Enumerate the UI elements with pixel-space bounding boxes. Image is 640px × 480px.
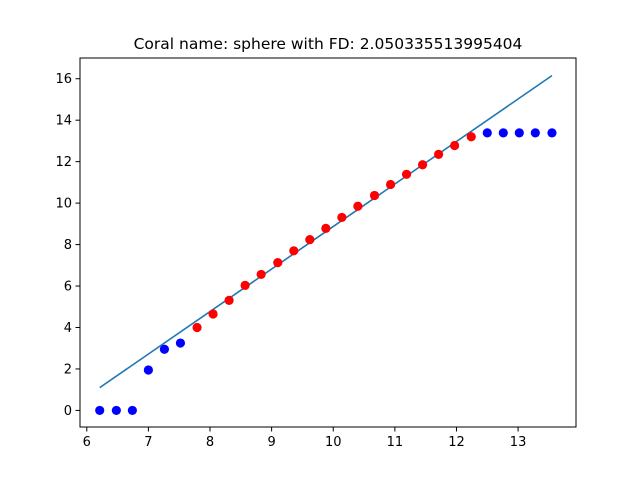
fitted-point <box>417 160 428 170</box>
excluded-point <box>127 405 137 416</box>
fitted-point <box>321 223 331 233</box>
fitted-point <box>289 246 299 256</box>
fitted-point <box>434 149 444 159</box>
x-tick-label: 7 <box>144 435 152 450</box>
excluded-point <box>143 365 153 375</box>
x-tick-label: 10 <box>325 435 342 450</box>
x-tick-label: 11 <box>387 435 404 450</box>
y-tick-label: 8 <box>64 238 72 253</box>
y-tick-label: 4 <box>64 321 72 336</box>
x-tick-label: 9 <box>267 435 275 450</box>
fitted-point <box>208 309 218 319</box>
y-tick-label: 6 <box>64 280 72 295</box>
x-tick-label: 8 <box>206 435 214 450</box>
excluded-point <box>111 405 121 416</box>
axes-frame <box>79 57 577 428</box>
fitted-point <box>192 322 202 333</box>
fitted-point <box>401 169 412 179</box>
chart-title: Coral name: sphere with FD: 2.0503355139… <box>134 35 523 53</box>
excluded-point <box>530 128 540 138</box>
plot-marks <box>95 74 557 416</box>
excluded-point <box>498 128 508 138</box>
fitted-point <box>353 201 363 211</box>
fitted-point <box>240 280 250 291</box>
y-tick-label: 14 <box>55 114 72 129</box>
x-tick-label: 12 <box>448 435 465 450</box>
fitted-point <box>369 190 380 201</box>
x-tick-label: 6 <box>83 435 91 450</box>
axes: 6 7 8 9 10 11 12 13 0 2 4 6 8 10 12 14 16 <box>55 57 577 450</box>
fitted-point <box>305 235 315 245</box>
excluded-point <box>547 128 557 138</box>
y-tick-label: 16 <box>55 72 72 87</box>
y-tick-label: 0 <box>64 404 72 419</box>
excluded-point <box>159 344 170 354</box>
y-tick-label: 12 <box>55 155 72 170</box>
excluded-point <box>175 338 186 348</box>
fitted-point <box>256 269 266 280</box>
fitted-point <box>273 258 283 268</box>
excluded-point <box>482 128 492 138</box>
fitted-point <box>466 132 476 142</box>
excluded-point <box>514 128 524 138</box>
y-tick-label: 2 <box>64 362 72 377</box>
fitted-point <box>450 140 460 151</box>
fitted-point <box>337 212 347 223</box>
fitted-point <box>385 179 396 190</box>
excluded-point <box>95 405 105 416</box>
y-tick-label: 10 <box>55 197 72 212</box>
fitted-point <box>224 295 234 305</box>
x-tick-label: 13 <box>510 435 527 450</box>
